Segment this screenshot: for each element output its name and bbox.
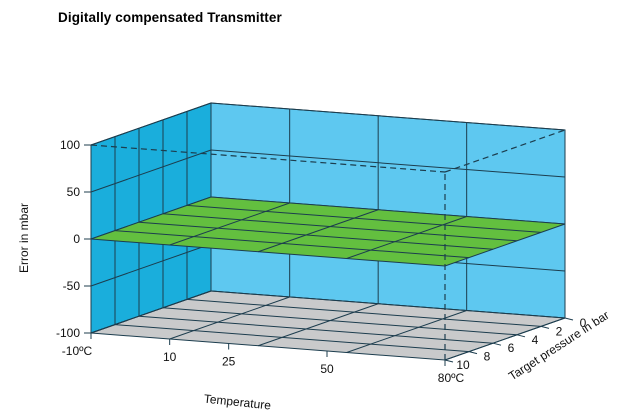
z-tick xyxy=(516,334,526,338)
z-tick-label: 6 xyxy=(508,341,515,355)
floor-gridline xyxy=(162,307,518,336)
surface-gridline xyxy=(169,202,290,246)
back-wall-gridline xyxy=(210,290,566,319)
z-tick xyxy=(540,325,550,329)
z-tick-label: 2 xyxy=(556,324,563,338)
surface-gridline xyxy=(114,230,470,259)
surface-gridline xyxy=(346,216,467,259)
floor-gridline xyxy=(169,296,290,340)
z-tick-label: 10 xyxy=(456,358,470,372)
surface-gridline xyxy=(258,209,379,253)
side-wall-gridline xyxy=(90,243,212,287)
z-tick xyxy=(492,342,502,346)
x-tick-label: 25 xyxy=(222,355,236,369)
z-tick xyxy=(468,351,478,355)
z-tick xyxy=(444,359,454,363)
z-tick-label: 8 xyxy=(484,350,491,364)
back-wall-gridline xyxy=(210,149,566,178)
dashed-edge xyxy=(444,129,566,173)
y-tick-label: 100 xyxy=(60,138,80,152)
surface-gridline xyxy=(138,221,494,250)
x-axis-label: Temperature xyxy=(203,392,272,413)
y-tick-label: 0 xyxy=(73,232,80,246)
floor-gridline xyxy=(346,310,467,353)
y-tick-label: -50 xyxy=(63,279,81,293)
side-wall-gridline xyxy=(90,290,212,334)
x-tick-label: -10ºC xyxy=(62,344,93,358)
x-tick-label: 80ºC xyxy=(438,371,465,385)
floor-gridline xyxy=(186,298,542,327)
surface-gridline xyxy=(186,204,542,233)
y-tick-label: 50 xyxy=(67,185,81,199)
floor-gridline xyxy=(444,317,566,361)
back-wall-gridline xyxy=(210,102,566,131)
z-tick xyxy=(564,317,574,321)
floor-gridline xyxy=(114,324,470,353)
chart-title: Digitally compensated Transmitter xyxy=(58,10,282,25)
floor-gridline xyxy=(138,315,494,344)
y-tick-label: -100 xyxy=(56,326,80,340)
surface-gridline xyxy=(162,213,518,242)
z-tick-label: 4 xyxy=(532,333,539,347)
floor-gridline xyxy=(258,303,379,347)
z-tick-label: 0 xyxy=(580,316,587,330)
x-tick-label: 50 xyxy=(320,362,334,376)
y-axis-label: Error in mbar xyxy=(17,203,31,273)
side-wall-gridline xyxy=(90,102,212,146)
error-surface xyxy=(90,196,566,267)
side-wall-gridline xyxy=(90,149,212,193)
dashed-edge xyxy=(90,144,446,173)
x-tick-label: 10 xyxy=(163,350,177,364)
